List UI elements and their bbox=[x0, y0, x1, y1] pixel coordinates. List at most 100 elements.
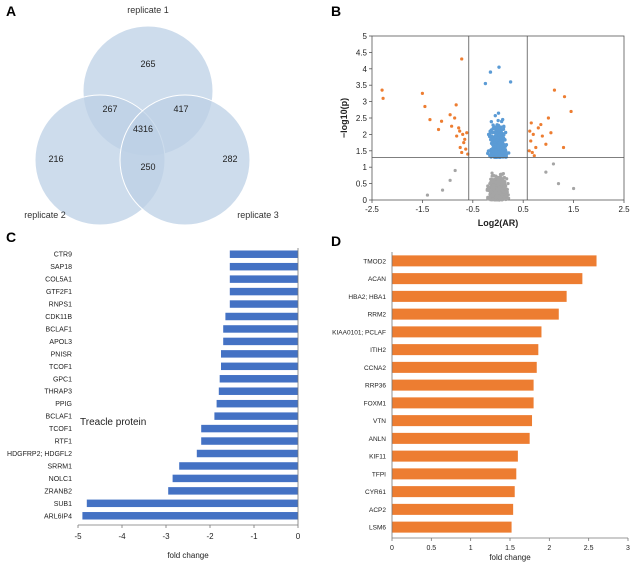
volcano-point-not-significant bbox=[494, 195, 498, 199]
volcano-y-tick-label: 1.5 bbox=[356, 147, 368, 156]
bar-d bbox=[392, 486, 515, 498]
bar-c bbox=[172, 474, 298, 483]
bar-c-category-label: BCLAF1 bbox=[46, 414, 73, 421]
volcano-y-tick-label: 2 bbox=[363, 130, 368, 139]
volcano-y-tick-label: 2.5 bbox=[356, 114, 368, 123]
volcano-point-not-significant bbox=[496, 178, 501, 182]
volcano-plot: 0 0.5 1 1.5 2 2.5 3 3.5 4 4.5 5 -2.5 -1.5 -0.5 0.5 1.5… bbox=[339, 32, 630, 228]
volcano-point-not-significant bbox=[495, 191, 499, 195]
volcano-point-significant-fc bbox=[380, 88, 384, 92]
bar-c-category-label: ZRANB2 bbox=[44, 488, 72, 495]
volcano-x-tick-label: -1.5 bbox=[416, 205, 430, 214]
bar-c-category-label: THRAP3 bbox=[44, 389, 72, 396]
bar-c-category-label: NOLC1 bbox=[49, 476, 72, 483]
volcano-point-not-significant bbox=[507, 196, 511, 200]
volcano-point-significant bbox=[491, 143, 496, 147]
volcano-point-significant bbox=[499, 119, 504, 124]
venn-count-only2: 216 bbox=[48, 154, 63, 164]
venn-diagram: replicate 1 replicate 2 replicate 3 265 … bbox=[24, 5, 279, 226]
bar-c bbox=[229, 250, 298, 258]
volcano-point-significant-fc bbox=[569, 109, 573, 114]
bar-c bbox=[223, 325, 298, 333]
volcano-point-significant-fc bbox=[546, 116, 551, 120]
bar-c bbox=[221, 350, 298, 358]
bar-c-category-label: ARL6IP4 bbox=[44, 513, 72, 520]
volcano-point-significant-fc bbox=[462, 141, 466, 145]
bar-d-category-label: ITIH2 bbox=[370, 347, 386, 354]
bar-chart-c-axis: -5 -4 -3 -2 -1 0 bbox=[74, 248, 301, 541]
panel-label-a: A bbox=[6, 3, 16, 19]
bar-c-category-label: COL5A1 bbox=[45, 277, 72, 284]
venn-count-r13: 417 bbox=[173, 104, 188, 114]
volcano-point-significant bbox=[490, 130, 495, 135]
volcano-point-significant-fc bbox=[527, 149, 531, 153]
volcano-y-tick-label: 1 bbox=[363, 163, 368, 172]
bar-c-category-label: BCLAF1 bbox=[46, 326, 73, 333]
volcano-x-tick-label: -0.5 bbox=[466, 205, 480, 214]
panel-label-d: D bbox=[331, 233, 341, 249]
volcano-point-not-significant bbox=[486, 184, 490, 188]
volcano-point-not-significant bbox=[500, 177, 504, 182]
volcano-point-significant-fc bbox=[536, 126, 540, 130]
bar-c-category-label: RNPS1 bbox=[49, 302, 72, 309]
volcano-point-significant bbox=[496, 144, 500, 148]
volcano-point-not-significant bbox=[500, 182, 504, 187]
bar-d-category-label: ANLN bbox=[369, 436, 387, 443]
bar-d-category-label: CYR61 bbox=[365, 489, 386, 496]
bar-c bbox=[196, 449, 298, 458]
volcano-point-significant-fc bbox=[532, 154, 536, 158]
volcano-point-significant-fc bbox=[552, 88, 557, 92]
volcano-point-significant-fc bbox=[544, 142, 548, 146]
bar-d-category-label: RRP36 bbox=[365, 383, 386, 390]
volcano-point-significant-fc bbox=[528, 129, 532, 133]
bar-chart-d-x-label: fold change bbox=[489, 553, 531, 562]
bar-d-category-label: ACAN bbox=[368, 276, 386, 283]
bar-d-category-label: ACP2 bbox=[369, 507, 386, 514]
bar-d-category-label: TFPI bbox=[372, 471, 386, 478]
bar-c-category-label: APOL3 bbox=[49, 339, 72, 346]
volcano-x-ticks: -2.5 -1.5 -0.5 0.5 1.5 2.5 bbox=[365, 200, 630, 214]
volcano-y-tick-label: 0.5 bbox=[356, 180, 368, 189]
volcano-point-significant bbox=[491, 126, 496, 130]
bar-d bbox=[392, 344, 539, 356]
bar-c-category-label: PPIG bbox=[55, 401, 72, 408]
volcano-point-not-significant bbox=[493, 198, 497, 202]
bar-chart-c-labels: CTR9 SAP18 COL5A1 GTF2F1 RNPS1 CDK11B BCLAF1 AP… bbox=[7, 252, 72, 521]
bar-c bbox=[168, 487, 298, 495]
volcano-x-tick-label: -2.5 bbox=[365, 205, 379, 214]
bar-c-category-label: TCOF1 bbox=[49, 426, 72, 433]
bar-d-x-tick-label: 2.5 bbox=[584, 545, 594, 552]
volcano-point-significant bbox=[494, 151, 498, 155]
bar-c bbox=[229, 300, 298, 308]
volcano-point-significant bbox=[496, 111, 501, 115]
bar-c-x-tick-label: -4 bbox=[118, 532, 126, 541]
volcano-point-significant bbox=[496, 136, 500, 140]
volcano-point-significant-fc bbox=[457, 126, 461, 130]
bar-d bbox=[392, 450, 518, 462]
volcano-point-significant-fc bbox=[453, 116, 457, 120]
volcano-point-significant-fc bbox=[381, 96, 385, 100]
volcano-point-not-significant bbox=[504, 190, 508, 194]
volcano-point-significant-fc bbox=[455, 134, 459, 138]
volcano-point-not-significant bbox=[504, 184, 508, 188]
bar-d-category-label: VTN bbox=[373, 418, 386, 425]
bar-d bbox=[392, 379, 534, 391]
volcano-point-not-significant bbox=[505, 177, 509, 181]
volcano-point-not-significant bbox=[556, 182, 561, 186]
volcano-x-label: Log2(AR) bbox=[478, 218, 519, 228]
volcano-x-tick-label: 0.5 bbox=[518, 205, 530, 214]
bar-d-x-tick-label: 0 bbox=[390, 545, 394, 552]
volcano-point-significant-fc bbox=[461, 132, 465, 136]
venn-set-label-3: replicate 3 bbox=[237, 210, 279, 220]
volcano-y-tick-label: 3 bbox=[363, 98, 368, 107]
volcano-point-significant-fc bbox=[436, 127, 441, 132]
volcano-point-not-significant bbox=[425, 193, 430, 197]
volcano-point-not-significant bbox=[496, 194, 501, 198]
volcano-x-tick-label: 2.5 bbox=[618, 205, 630, 214]
volcano-point-significant bbox=[506, 151, 511, 155]
bar-d-category-label: HBA2; HBA1 bbox=[348, 294, 386, 301]
volcano-frame bbox=[371, 35, 625, 201]
bar-c-category-label: GTF2F1 bbox=[46, 289, 72, 296]
bar-c-x-tick-label: -1 bbox=[250, 532, 258, 541]
